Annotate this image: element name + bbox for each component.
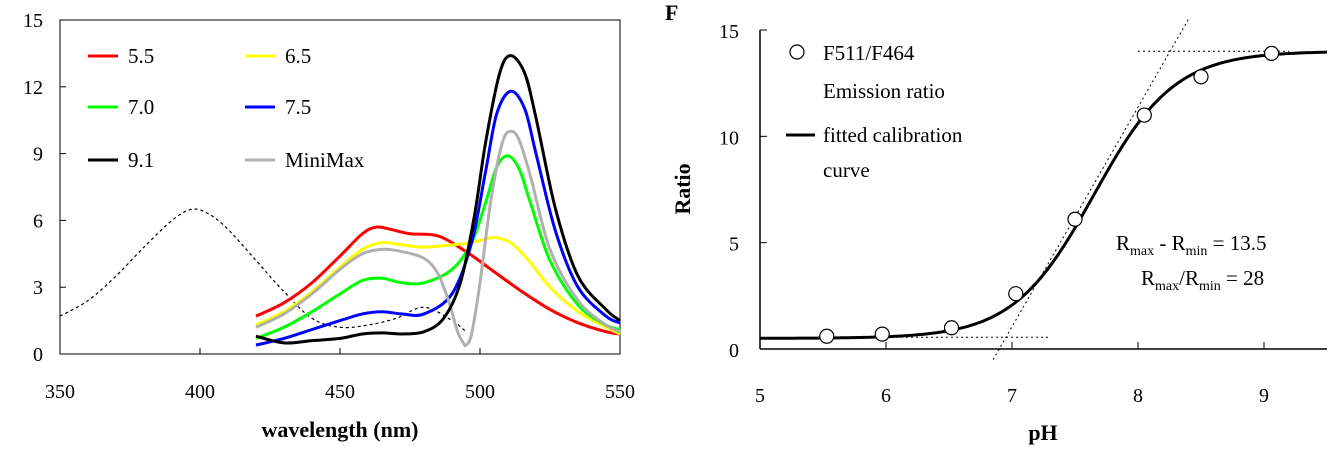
legend-marker-circle [789, 44, 805, 60]
right-x-tick-label: 9 [1259, 385, 1269, 407]
right-data-point [1067, 211, 1083, 227]
right-x-tick-label: 8 [1133, 385, 1143, 407]
left-y-tick-label: 15 [23, 10, 43, 32]
right-y-tick-label: 0 [729, 340, 739, 362]
left-legend-label: 6.5 [285, 44, 311, 68]
right-data-point [1008, 286, 1024, 302]
right-x-axis-title: pH [1028, 420, 1057, 445]
left-chart: 350 400 450 500 550 0 3 6 9 12 15 5.5 6.5 7.0 7.5 9.1 M… [23, 10, 635, 442]
left-x-tick-label: 500 [465, 381, 495, 403]
left-series-line-6.5 [255, 236, 621, 336]
right-x-tick-label: 6 [881, 385, 891, 407]
right-x-tick-label: 5 [755, 385, 765, 407]
legend-curve-line1: fitted calibration [823, 123, 963, 147]
left-legend-label: MiniMax [285, 148, 365, 172]
right-y-tick-label: 10 [719, 127, 739, 149]
right-data-point [1193, 69, 1209, 85]
left-x-tick-label: 450 [325, 381, 355, 403]
right-fit-curve-line [760, 50, 1328, 340]
right-legend: F511/F464 Emission ratio fitted calibrat… [786, 41, 963, 182]
right-y-tick-label: 15 [719, 21, 739, 43]
right-guide-lines [886, 19, 1290, 360]
left-y-tick-label: 9 [33, 144, 43, 166]
left-y-tick-label: 0 [33, 344, 43, 366]
right-guide-line [992, 19, 1189, 360]
right-fit-curve [760, 50, 1328, 340]
left-plot-frame [59, 19, 621, 355]
left-legend-label: 5.5 [128, 44, 154, 68]
left-y-tick-label: 3 [33, 277, 43, 299]
left-axes: 350 400 450 500 550 0 3 6 9 12 15 [23, 10, 635, 403]
left-x-tick-label: 400 [185, 381, 215, 403]
left-y-tick-label: 12 [23, 77, 43, 99]
right-y-axis-title: Ratio [670, 163, 695, 214]
left-series-line-5.5 [255, 225, 621, 336]
right-y-tick-label: 5 [729, 234, 739, 256]
left-series-line-7.5 [255, 89, 621, 347]
right-data-point [1136, 107, 1152, 123]
right-chart: F 5 6 7 8 9 0 5 10 15 F511/F464 Emission ratio f… [665, 0, 1328, 445]
left-legend: 5.5 6.5 7.0 7.5 9.1 MiniMax [88, 44, 365, 172]
legend-curve-line2: curve [823, 158, 870, 182]
left-legend-label: 7.0 [128, 95, 154, 119]
legend-points-line2: Emission ratio [823, 79, 945, 103]
right-axes: 5 6 7 8 9 0 5 10 15 [719, 21, 1327, 407]
left-x-tick-label: 550 [605, 381, 635, 403]
right-data-points [819, 45, 1280, 344]
left-x-tick-label: 350 [45, 381, 75, 403]
right-x-tick-label: 7 [1007, 385, 1017, 407]
right-data-point [943, 320, 960, 336]
left-legend-label: 7.5 [285, 95, 311, 119]
left-series-line-MiniMax [255, 129, 621, 348]
right-data-point [874, 326, 890, 342]
right-data-point [819, 328, 835, 344]
left-x-axis-title: wavelength (nm) [261, 417, 418, 442]
left-series [59, 54, 621, 348]
annotation-rmax-minus-rmin: Rmax - Rmin = 13.5 [1116, 231, 1267, 259]
right-data-point [1263, 45, 1280, 61]
panel-label: F [665, 0, 678, 25]
left-y-tick-label: 6 [33, 210, 43, 232]
left-legend-label: 9.1 [128, 148, 154, 172]
annotation-rmax-over-rmin: Rmax/Rmin = 28 [1141, 266, 1264, 294]
left-series-line-9.1 [255, 54, 621, 345]
legend-points-line1: F511/F464 [823, 41, 915, 65]
